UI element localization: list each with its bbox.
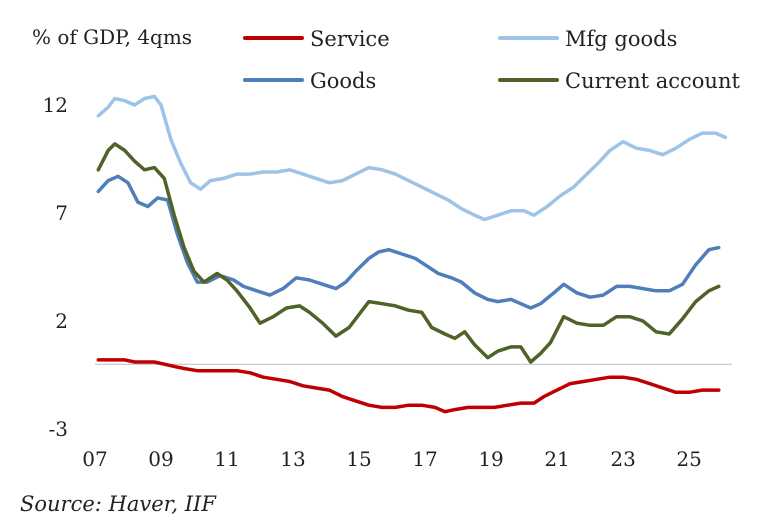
x-tick-label: 17 xyxy=(412,447,437,471)
series-line-service xyxy=(96,358,721,414)
legend-label: Service xyxy=(310,27,390,51)
x-axis-ticks: 07 09 11 13 15 17 19 21 23 25 xyxy=(82,447,702,471)
series-line-mfg-goods xyxy=(96,94,728,222)
y-axis-ticks: 12 7 2 -3 xyxy=(43,93,68,441)
legend: Service Mfg goods Goods Current account xyxy=(243,27,740,93)
x-tick-label: 23 xyxy=(610,447,635,471)
x-tick-label: 25 xyxy=(676,447,701,471)
y-tick-label: 2 xyxy=(55,309,68,333)
legend-label: Current account xyxy=(565,69,740,93)
y-tick-label: -3 xyxy=(49,417,68,441)
x-tick-label: 13 xyxy=(280,447,305,471)
x-tick-label: 15 xyxy=(346,447,371,471)
source-note: Source: Haver, IIF xyxy=(20,492,216,516)
series-line-current-account xyxy=(96,142,721,364)
y-tick-label: 12 xyxy=(43,93,68,117)
x-tick-label: 07 xyxy=(82,447,107,471)
x-tick-label: 11 xyxy=(214,447,239,471)
series-line-goods xyxy=(96,174,721,310)
x-tick-label: 21 xyxy=(544,447,569,471)
x-tick-label: 19 xyxy=(478,447,503,471)
legend-label: Mfg goods xyxy=(565,27,677,51)
legend-label: Goods xyxy=(310,69,376,93)
unit-label: % of GDP, 4qms xyxy=(32,25,192,49)
x-tick-label: 09 xyxy=(148,447,173,471)
series-lines xyxy=(96,94,728,414)
y-tick-label: 7 xyxy=(55,201,68,225)
